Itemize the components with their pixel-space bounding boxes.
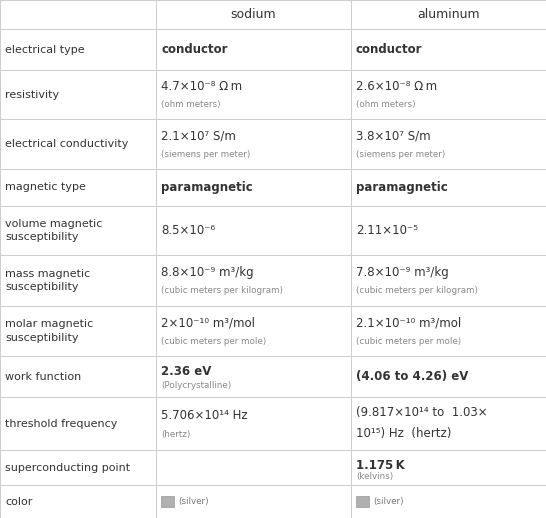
Text: (silver): (silver) — [373, 497, 403, 506]
Text: 2.1×10⁻¹⁰ m³/mol: 2.1×10⁻¹⁰ m³/mol — [356, 316, 461, 329]
Text: (cubic meters per kilogram): (cubic meters per kilogram) — [356, 286, 478, 295]
Text: 8.8×10⁻⁹ m³/kg: 8.8×10⁻⁹ m³/kg — [161, 266, 254, 279]
Text: 2.1×10⁷ S/m: 2.1×10⁷ S/m — [161, 130, 236, 143]
Text: work function: work function — [5, 372, 82, 382]
Text: superconducting point: superconducting point — [5, 463, 130, 473]
Text: (4.06 to 4.26) eV: (4.06 to 4.26) eV — [356, 370, 468, 383]
Text: conductor: conductor — [161, 43, 228, 56]
Text: 2.36 eV: 2.36 eV — [161, 365, 211, 378]
Text: threshold frequency: threshold frequency — [5, 419, 118, 429]
Text: (cubic meters per mole): (cubic meters per mole) — [356, 337, 461, 346]
Text: 2.6×10⁻⁸ Ω m: 2.6×10⁻⁸ Ω m — [356, 80, 437, 93]
Text: 4.7×10⁻⁸ Ω m: 4.7×10⁻⁸ Ω m — [161, 80, 242, 93]
Text: 1.175 K: 1.175 K — [356, 459, 405, 472]
Text: molar magnetic
susceptibility: molar magnetic susceptibility — [5, 320, 94, 343]
Text: (cubic meters per mole): (cubic meters per mole) — [161, 337, 266, 346]
Text: 5.706×10¹⁴ Hz: 5.706×10¹⁴ Hz — [161, 409, 248, 422]
Text: resistivity: resistivity — [5, 90, 60, 99]
Text: (cubic meters per kilogram): (cubic meters per kilogram) — [161, 286, 283, 295]
Bar — [161, 496, 174, 507]
Text: (Polycrystalline): (Polycrystalline) — [161, 381, 232, 390]
Text: (siemens per meter): (siemens per meter) — [161, 150, 251, 159]
Text: volume magnetic
susceptibility: volume magnetic susceptibility — [5, 219, 103, 242]
Text: 2.11×10⁻⁵: 2.11×10⁻⁵ — [356, 224, 418, 237]
Text: 10¹⁵) Hz  (hertz): 10¹⁵) Hz (hertz) — [356, 427, 452, 440]
Text: electrical type: electrical type — [5, 45, 85, 54]
Text: (silver): (silver) — [178, 497, 209, 506]
Text: (kelvins): (kelvins) — [356, 472, 393, 481]
Text: mass magnetic
susceptibility: mass magnetic susceptibility — [5, 269, 91, 292]
Text: 3.8×10⁷ S/m: 3.8×10⁷ S/m — [356, 130, 431, 143]
Bar — [356, 496, 369, 507]
Text: paramagnetic: paramagnetic — [356, 181, 448, 194]
Text: paramagnetic: paramagnetic — [161, 181, 253, 194]
Text: sodium: sodium — [230, 8, 276, 21]
Text: (9.817×10¹⁴ to  1.03×: (9.817×10¹⁴ to 1.03× — [356, 407, 488, 420]
Text: 2×10⁻¹⁰ m³/mol: 2×10⁻¹⁰ m³/mol — [161, 316, 255, 329]
Text: aluminum: aluminum — [417, 8, 479, 21]
Text: 7.8×10⁻⁹ m³/kg: 7.8×10⁻⁹ m³/kg — [356, 266, 449, 279]
Text: electrical conductivity: electrical conductivity — [5, 139, 129, 149]
Text: conductor: conductor — [356, 43, 423, 56]
Text: (ohm meters): (ohm meters) — [161, 100, 221, 109]
Text: (hertz): (hertz) — [161, 430, 191, 439]
Text: (siemens per meter): (siemens per meter) — [356, 150, 446, 159]
Text: magnetic type: magnetic type — [5, 182, 86, 192]
Text: 8.5×10⁻⁶: 8.5×10⁻⁶ — [161, 224, 215, 237]
Text: color: color — [5, 497, 33, 507]
Text: (ohm meters): (ohm meters) — [356, 100, 416, 109]
